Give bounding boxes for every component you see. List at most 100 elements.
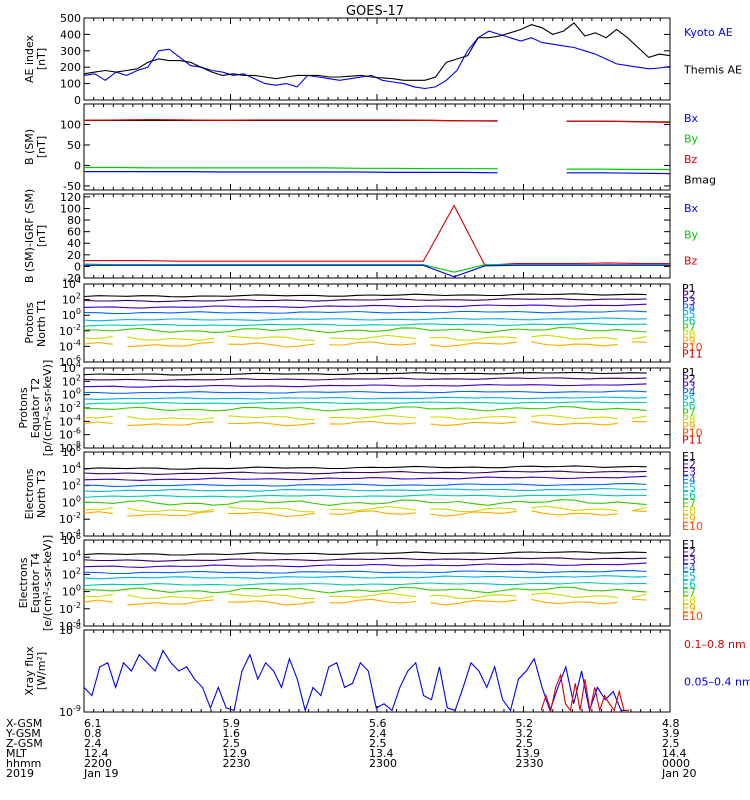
channel-line xyxy=(83,575,647,580)
y-tick-label: 500 xyxy=(60,12,81,25)
panel-frame xyxy=(83,451,671,537)
legend: Kyoto AE Themis AE xyxy=(683,26,742,76)
y-tick-label: 10-2 xyxy=(59,511,81,526)
y-tick-label: 106 xyxy=(62,532,81,547)
y-tick-label: 80 xyxy=(67,214,81,227)
ephem-row-label: X-GSM xyxy=(6,717,42,730)
y-tick-label: 104 xyxy=(62,276,81,291)
y-tick-label: 10-4 xyxy=(59,618,81,633)
y-tick-label: 102 xyxy=(62,478,81,493)
ephem-value: 12.9 xyxy=(223,747,248,760)
panel-bsm: 100 50 0 -50 B (SM) [nT] Bx By Bz Bmag xyxy=(23,103,716,193)
legend-e6: E6 xyxy=(682,578,696,591)
legend-item: 0.05–0.4 nm xyxy=(684,675,750,688)
ephem-row-label: hhmm xyxy=(6,757,41,770)
legend-p1: P1 xyxy=(682,366,696,379)
legend-e9: E9 xyxy=(682,602,696,615)
channel-line xyxy=(83,562,647,568)
legend-p9: P9 xyxy=(682,420,696,433)
legend-e5: E5 xyxy=(682,481,696,494)
ephem-value: 2.5 xyxy=(516,737,534,750)
legend-item: Bz xyxy=(684,255,698,268)
legend-item: Bmag xyxy=(684,173,716,186)
legend-p11: P11 xyxy=(682,433,703,446)
y-axis-label: [p/(cm²-s-sr-keV)] xyxy=(41,360,54,457)
ephem-value: 5.2 xyxy=(516,717,534,730)
y-axis-label: [nT] xyxy=(35,48,48,70)
legend-item: Bx xyxy=(684,112,699,125)
ephem-value: 2330 xyxy=(516,757,544,770)
y-tick-label: 102 xyxy=(62,566,81,581)
legend-p8: P8 xyxy=(682,413,696,426)
channel-line xyxy=(83,341,647,348)
y-tick-label: 200 xyxy=(60,61,81,74)
ephem-row-label: 2019 xyxy=(6,767,34,780)
legend-p7: P7 xyxy=(682,321,696,334)
channel-line xyxy=(83,317,647,322)
ephem-value: 5.6 xyxy=(369,717,387,730)
y-tick-label: 102 xyxy=(62,292,81,307)
y-tick-label: 10-6 xyxy=(59,427,81,442)
y-axis-label: Electrons xyxy=(23,468,36,519)
channel-line xyxy=(83,405,647,412)
legend-p10: P10 xyxy=(682,427,703,440)
legend-e2: E2 xyxy=(682,546,696,559)
channel-line xyxy=(83,334,647,341)
y-tick-label: 10-8 xyxy=(59,440,81,455)
channel-line xyxy=(83,465,647,470)
ephem-value: 4.8 xyxy=(662,717,680,730)
y-axis-label: Xray flux xyxy=(23,646,36,696)
ephem-value: 12.4 xyxy=(84,747,109,760)
channel-line xyxy=(83,298,647,303)
ephem-value: 6.1 xyxy=(84,717,102,730)
legend-e5: E5 xyxy=(682,570,696,583)
y-tick-label: 10-4 xyxy=(59,528,81,543)
channel-line xyxy=(83,487,647,493)
ephem-value: 0000 xyxy=(662,757,690,770)
legend-p4: P4 xyxy=(682,386,696,399)
y-tick-label: 10-9 xyxy=(59,704,81,719)
legend-item: By xyxy=(684,132,699,145)
series-line xyxy=(540,673,629,713)
y-axis-label: B (SM)-IGRF (SM) xyxy=(23,189,36,283)
y-tick-label: 50 xyxy=(67,139,81,152)
y-axis-label: Protons xyxy=(17,387,30,428)
ephem-value: Jan 19 xyxy=(83,767,118,780)
legend-p6: P6 xyxy=(682,315,696,328)
legend-e3: E3 xyxy=(682,466,696,479)
legend-item: Bx xyxy=(684,202,699,215)
panel-electrons_t4: 106 104 102 100 10-2 10-4 Electrons Equator T4[… xyxy=(17,532,703,633)
legend-e7: E7 xyxy=(682,497,696,510)
series-line xyxy=(83,30,671,90)
legend-e10: E10 xyxy=(682,520,703,533)
channel-line xyxy=(83,475,647,481)
legend-e6: E6 xyxy=(682,489,696,502)
channel-line xyxy=(83,582,647,587)
legend-p3: P3 xyxy=(682,379,696,392)
channel-line xyxy=(83,414,647,421)
y-tick-label: 400 xyxy=(60,28,81,41)
legend-p7: P7 xyxy=(682,406,696,419)
channel-line xyxy=(83,420,647,427)
legend-p9: P9 xyxy=(682,334,696,347)
y-tick-label: 106 xyxy=(62,444,81,459)
legend-p8: P8 xyxy=(682,328,696,341)
y-axis-label: Protons xyxy=(23,302,36,343)
ephem-value: 2.5 xyxy=(369,737,387,750)
legend-e7: E7 xyxy=(682,586,696,599)
legend-p3: P3 xyxy=(682,295,696,308)
channel-line xyxy=(83,586,647,594)
channel-line xyxy=(83,303,647,309)
channel-line xyxy=(83,371,647,376)
y-axis-label: [nT] xyxy=(35,136,48,158)
legend-e8: E8 xyxy=(682,594,696,607)
channel-line xyxy=(83,470,647,475)
legend-p2: P2 xyxy=(682,373,696,386)
ephem-value: 13.4 xyxy=(369,747,394,760)
channel-line xyxy=(83,326,647,334)
y-tick-label: -20 xyxy=(63,272,81,285)
channel-line xyxy=(83,570,647,575)
